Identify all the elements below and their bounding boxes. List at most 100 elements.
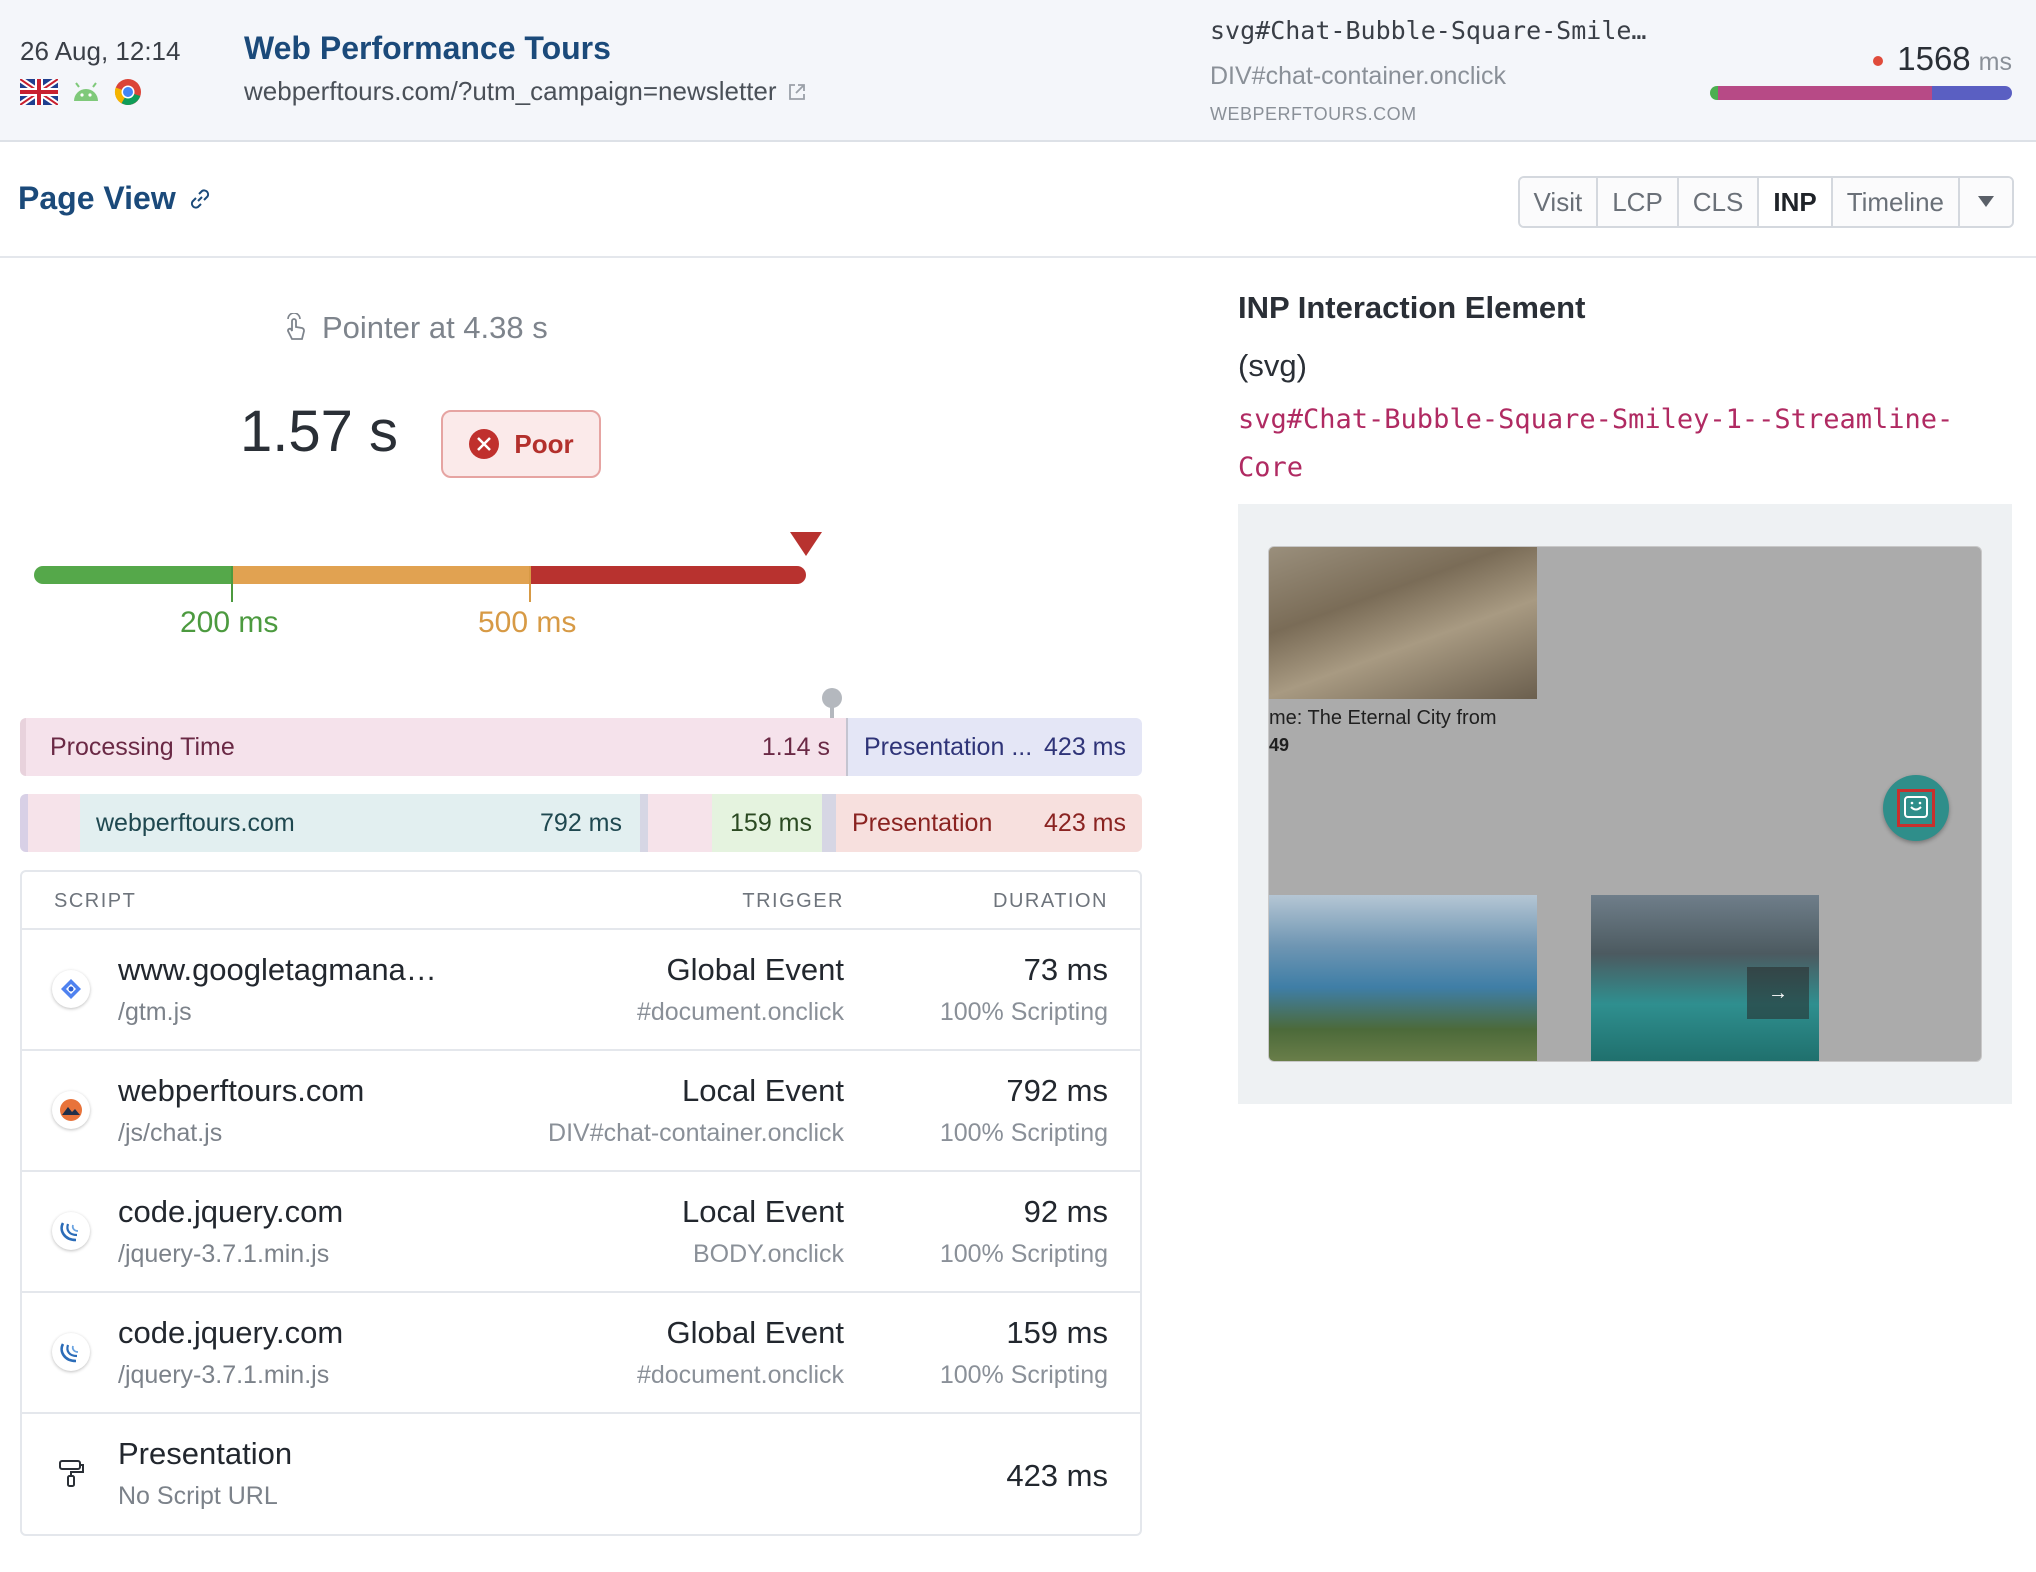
input-delay-segment [20,718,26,776]
segment-divider [640,794,648,852]
jquery-global-segment-value: 159 ms [730,808,812,837]
needs-improvement-range [232,566,530,584]
trigger-detail: #document.onclick [636,1361,844,1389]
duration-value: 423 ms [1006,1458,1108,1493]
table-row[interactable]: webperftours.com /js/chat.js Local Event… [22,1051,1140,1172]
column-header-duration: DURATION [993,890,1108,912]
highlighted-element [1897,789,1935,827]
phase-divider [846,718,848,776]
duration-value: 73 ms [1023,952,1108,987]
interaction-trigger: DIV#chat-container.onclick [1210,62,1506,90]
jquery-local-segment[interactable] [648,794,712,852]
script-path: /gtm.js [118,998,192,1026]
link-icon[interactable] [186,185,214,213]
close-circle-icon [469,429,500,459]
good-range [34,566,232,584]
processing-time-value: 1.14 s [761,732,830,761]
inp-value: 1.57 s [240,399,398,464]
gtm-segment[interactable] [28,794,80,852]
external-link-icon[interactable] [787,82,807,102]
duration-value: 92 ms [1023,1194,1108,1229]
presentation-segment[interactable]: Presentation ... 423 ms [848,718,1142,776]
presentation-script-label: Presentation [852,808,993,837]
interaction-pin-icon [822,688,842,708]
tab-inp[interactable]: INP [1759,178,1833,226]
presentation-label: Presentation ... [864,732,1033,761]
script-path: /jquery-3.7.1.min.js [118,1361,330,1389]
webperftours-segment-label: webperftours.com [96,808,295,837]
presentation-script-value: 423 ms [1044,808,1126,837]
webperftours-segment[interactable]: webperftours.com 792 ms [80,794,640,852]
trigger-type: Local Event [682,1073,844,1108]
presentation-value: 423 ms [1044,732,1126,761]
uk-flag-icon [20,79,58,105]
chevron-down-icon [1978,196,1994,207]
value-marker-icon [790,532,822,556]
tab-lcp[interactable]: LCP [1598,178,1679,226]
element-selector: svg#Chat-Bubble-Square-Smiley-1--Streaml… [1238,404,1954,483]
table-row[interactable]: code.jquery.com /jquery-3.7.1.min.js Glo… [22,1293,1140,1414]
interaction-selector: svg#Chat-Bubble-Square-Smile… [1210,16,1647,45]
trigger-type: Global Event [666,1315,845,1350]
script-path: /js/chat.js [118,1119,223,1147]
page-url[interactable]: webperftours.com/?utm_campaign=newslette… [244,76,807,107]
interaction-pin-stem [830,704,834,718]
view-switcher: Visit LCP CLS INP Timeline [1517,176,2014,228]
chat-bubble-icon [1883,775,1949,841]
rating-text: Poor [514,428,574,459]
jquery-global-segment[interactable]: 159 ms [712,794,822,852]
webperftours-icon [52,1091,90,1129]
session-date: 26 Aug, 12:14 [20,36,181,66]
duration-detail: 100% Scripting [939,998,1108,1026]
screenshot-viewport: me: The Eternal City from 49 → [1268,546,1982,1062]
paint-roller-icon [52,1454,90,1492]
column-header-script: SCRIPT [54,890,137,912]
duration-value: 159 ms [1006,1315,1108,1350]
duration-detail: 100% Scripting [939,1361,1108,1389]
segment-divider [822,794,836,852]
processing-segment [1718,86,1932,100]
inp-metric-value: 1568 [1897,40,1971,77]
script-path: No Script URL [118,1482,278,1510]
table-row[interactable]: code.jquery.com /jquery-3.7.1.min.js Loc… [22,1172,1140,1293]
duration-detail: 100% Scripting [939,1119,1108,1147]
inp-metric-unit: ms [1978,48,2012,76]
colosseum-image [1269,547,1537,699]
presentation-script-segment[interactable]: Presentation 423 ms [836,794,1142,852]
webperftours-segment-value: 792 ms [540,808,622,837]
table-row[interactable]: www.googletagmana… /gtm.js Global Event … [22,930,1140,1051]
table-row[interactable]: Presentation No Script URL 423 ms [22,1414,1140,1535]
chrome-icon [114,79,141,106]
delay-segment [20,794,28,852]
tab-visit[interactable]: Visit [1519,178,1599,226]
session-meta-icons [20,78,142,106]
interaction-domain: WEBPERFTOURS.COM [1210,104,1417,124]
lagoon-image: → [1591,895,1819,1061]
coast-image [1269,895,1537,1061]
session-header: 26 Aug, 12:14 Web Performance Tours [0,0,2036,142]
script-breakdown-row: webperftours.com 792 ms 159 ms Presentat… [20,794,1142,852]
jquery-icon [52,1333,90,1371]
status-dot [1873,56,1884,66]
google-tag-manager-icon [52,970,90,1008]
script-host: www.googletagmana… [118,952,437,987]
inp-breakdown-bar [1710,86,2012,100]
trigger-detail: BODY.onclick [693,1240,844,1268]
page-view-bar: Page View Visit LCP CLS INP Timeline [0,142,2036,258]
script-path: /jquery-3.7.1.min.js [118,1240,330,1268]
tab-cls[interactable]: CLS [1678,178,1760,226]
android-icon [74,82,98,101]
script-host: Presentation [118,1436,293,1471]
page-view-title[interactable]: Page View [18,180,214,217]
processing-time-segment[interactable]: Processing Time 1.14 s [26,718,846,776]
smiley-icon [1904,796,1928,818]
tab-timeline[interactable]: Timeline [1832,178,1960,226]
duration-detail: 100% Scripting [939,1240,1108,1268]
presentation-segment [1932,86,2012,100]
jquery-icon [52,1212,90,1250]
screenshot-number: 49 [1269,735,1290,755]
site-title[interactable]: Web Performance Tours [244,30,611,66]
more-dropdown[interactable] [1960,178,2012,226]
duration-value: 792 ms [1006,1073,1108,1108]
inp-threshold-scale [34,566,806,602]
